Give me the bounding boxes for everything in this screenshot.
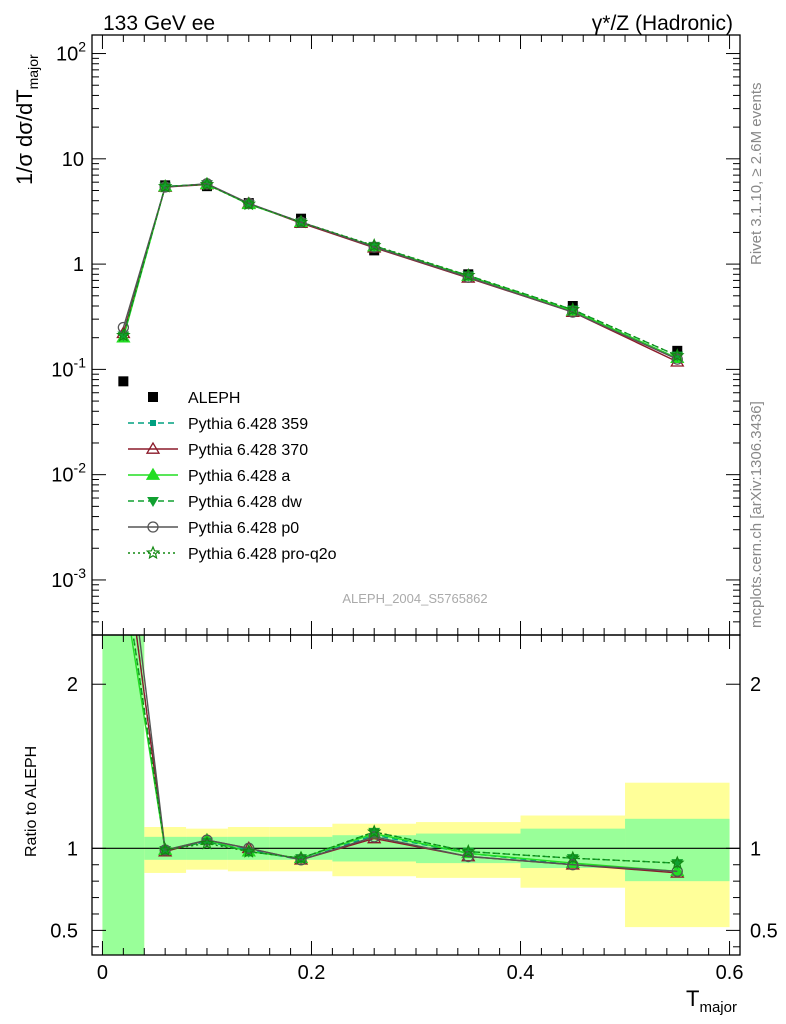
legend-label-2: Pythia 6.428 370: [188, 442, 308, 459]
main-series-6: [116, 176, 685, 362]
mcplots-label: mcplots.cern.ch [arXiv:1306.3436]: [748, 401, 765, 628]
main-point-6-2: [199, 176, 215, 191]
ratio-point-4-2: [201, 834, 213, 846]
main-series-3: [116, 176, 685, 363]
legend-item-2: Pythia 6.428 370: [128, 441, 308, 459]
legend-marker-1: [150, 420, 156, 426]
x-tick-label: 0.6: [716, 962, 744, 984]
main-line-4: [122, 183, 678, 357]
legend-item-1: Pythia 6.428 359: [128, 416, 308, 433]
legend-item-3: Pythia 6.428 a: [128, 467, 290, 485]
main-series-5: [117, 178, 683, 365]
ratio-point-5-4: [293, 850, 309, 865]
main-point-5-8: [671, 353, 683, 365]
ratio-point-5-7: [565, 850, 581, 865]
legend-label-6: Pythia 6.428 pro-q2o: [188, 546, 337, 563]
ratio-line-5: [132, 635, 678, 864]
ratio-y-axis-label: Ratio to ALEPH: [23, 746, 40, 857]
main-point-6-1: [158, 179, 173, 193]
main-series-0: [118, 180, 683, 387]
legend-marker-3: [145, 467, 161, 480]
main-point-5-0: [117, 321, 130, 334]
ratio-line-4: [138, 635, 678, 872]
ratio-ytick-label-left: 1: [67, 838, 78, 860]
ratio-point-5-2: [199, 835, 215, 850]
legend-marker-5: [147, 521, 159, 533]
legend-item-6: Pythia 6.428 pro-q2o: [128, 545, 337, 563]
ratio-plot: [92, 635, 740, 878]
legend-label-4: Pythia 6.428 dw: [188, 494, 302, 511]
legend-label-1: Pythia 6.428 359: [188, 416, 308, 433]
ratio-point-4-5: [368, 831, 380, 843]
rivet-version-label: Rivet 3.1.10, ≥ 2.6M events: [748, 83, 765, 266]
main-point-6-5: [367, 238, 382, 252]
ratio-point-5-5: [367, 824, 382, 839]
legend-marker-0: [148, 392, 158, 402]
main-ytick-label: 10-2: [51, 460, 86, 487]
legend-marker-2: [145, 441, 161, 454]
main-point-6-3: [241, 196, 257, 211]
legend-marker-4: [147, 497, 159, 507]
ratio-ytick-label-left: 0.5: [50, 920, 78, 942]
main-line-5: [122, 182, 678, 360]
ratio-point-5-3: [241, 844, 257, 858]
main-point-6-8: [670, 348, 685, 362]
ratio-bands: [102, 635, 730, 955]
analysis-label: ALEPH_2004_S5765862: [342, 591, 487, 606]
ratio-point-4-4: [295, 854, 307, 866]
x-tick-label: 0.2: [298, 962, 326, 984]
ratio-ytick-label-right: 1: [750, 838, 761, 860]
x-tick-label: 0: [97, 962, 108, 984]
main-ytick-label: 1: [73, 254, 84, 276]
main-ytick-label: 10-1: [51, 354, 86, 381]
main-point-5-6: [462, 271, 474, 283]
main-plot: [116, 176, 685, 387]
ratio-point-4-3: [243, 842, 255, 854]
legend-item-0: ALEPH: [148, 390, 240, 407]
main-point-6-7: [565, 302, 581, 316]
right-title: γ*/Z (Hadronic): [592, 12, 733, 35]
main-frame: 10-3 10-2 10-1 1 10 102: [51, 34, 741, 636]
main-ytick-label: 10: [62, 149, 84, 171]
main-point-5-5: [368, 241, 380, 253]
main-point-6-4: [293, 214, 309, 229]
ratio-point-5-8: [670, 855, 685, 870]
ratio-point-4-7: [567, 859, 579, 871]
legend-label-3: Pythia 6.428 a: [188, 468, 290, 485]
ratio-ytick-label-right: 0.5: [750, 920, 778, 942]
main-point-0-0: [118, 376, 129, 387]
main-line-3: [122, 183, 678, 359]
main-line-6: [122, 183, 678, 357]
legend-item-5: Pythia 6.428 p0: [128, 520, 299, 537]
main-point-6-0: [116, 327, 131, 342]
ratio-point-2-8: [670, 864, 685, 877]
legend: ALEPH Pythia 6.428 359 Pythia 6.428 370 Pyt…: [128, 390, 337, 563]
x-tick-label: 0.4: [507, 962, 535, 984]
ratio-point-5-6: [461, 844, 476, 858]
main-line-1: [122, 183, 678, 359]
ratio-frame: 0.5 0.5 1 1 2 2 0 0.2 0.4 0.6: [50, 634, 778, 984]
main-ytick-label: 102: [56, 39, 86, 66]
left-title: 133 GeV ee: [103, 12, 215, 35]
ratio-ytick-label-left: 2: [67, 674, 78, 696]
main-series-2: [116, 177, 685, 367]
ratio-band-green-0: [102, 635, 145, 955]
main-series-1: [120, 181, 681, 362]
main-point-6-6: [461, 267, 476, 282]
main-point-5-7: [567, 306, 579, 318]
ratio-series-5: [132, 635, 685, 870]
legend-label-5: Pythia 6.428 p0: [188, 520, 299, 537]
main-frame-box: [91, 34, 741, 636]
ratio-ytick-label-right: 2: [750, 674, 761, 696]
x-axis-label: Tmajor: [686, 986, 737, 1016]
main-ytick-label: 10-3: [51, 565, 86, 592]
ratio-point-5-1: [158, 842, 173, 857]
legend-marker-6: [145, 545, 161, 560]
main-series-4: [117, 180, 684, 362]
main-line-2: [122, 183, 678, 363]
legend-label-0: ALEPH: [188, 390, 240, 407]
main-y-axis-label: 1/σ dσ/dTmajor: [12, 54, 41, 185]
legend-item-4: Pythia 6.428 dw: [128, 494, 302, 511]
